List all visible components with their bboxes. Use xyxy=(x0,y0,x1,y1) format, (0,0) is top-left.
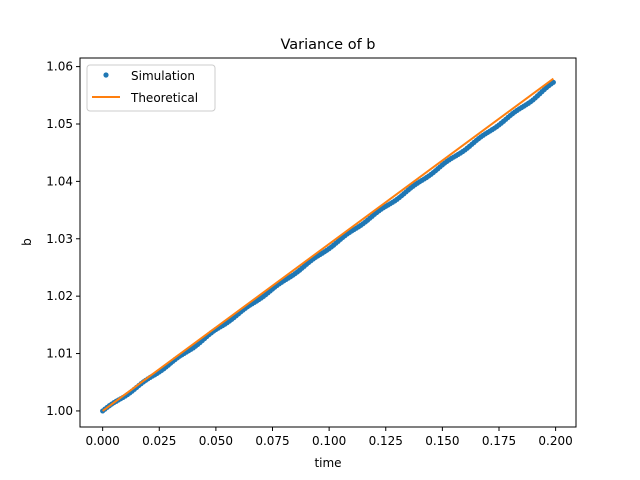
y-tick-label: 1.05 xyxy=(46,117,73,131)
y-tick-label: 1.02 xyxy=(46,289,73,303)
legend-marker-simulation xyxy=(103,72,109,78)
plot-series xyxy=(100,77,556,414)
legend-box xyxy=(86,64,216,112)
plot-frame xyxy=(79,57,577,428)
y-axis-ticks: 1.00 1.01 1.02 1.03 1.04 1.05 1.06 xyxy=(46,60,80,418)
x-tick-label: 0.025 xyxy=(142,434,176,448)
theoretical-line xyxy=(102,77,554,412)
x-tick-label: 0.175 xyxy=(482,434,516,448)
chart-title: Variance of b xyxy=(280,37,375,53)
legend-label-simulation: Simulation xyxy=(131,69,195,83)
y-tick-label: 1.04 xyxy=(46,174,73,188)
y-tick-label: 1.01 xyxy=(46,347,73,361)
x-tick-label: 0.125 xyxy=(369,434,403,448)
x-axis-ticks: 0.000 0.025 0.050 0.075 0.100 0.125 0.150 0.175… xyxy=(85,427,573,448)
y-axis-label: b xyxy=(20,238,34,246)
simulation-point xyxy=(550,79,556,85)
legend-label-theoretical: Theoretical xyxy=(130,91,198,105)
x-tick-label: 0.150 xyxy=(425,434,459,448)
y-tick-label: 1.06 xyxy=(46,60,73,74)
x-tick-label: 0.200 xyxy=(538,434,572,448)
x-tick-label: 0.100 xyxy=(312,434,346,448)
x-axis-label: time xyxy=(314,456,341,470)
y-tick-label: 1.00 xyxy=(46,404,73,418)
y-tick-label: 1.03 xyxy=(46,232,73,246)
x-tick-label: 0.075 xyxy=(255,434,289,448)
x-tick-label: 0.000 xyxy=(85,434,119,448)
x-tick-label: 0.050 xyxy=(199,434,233,448)
legend: Simulation Theoretical xyxy=(86,64,216,112)
